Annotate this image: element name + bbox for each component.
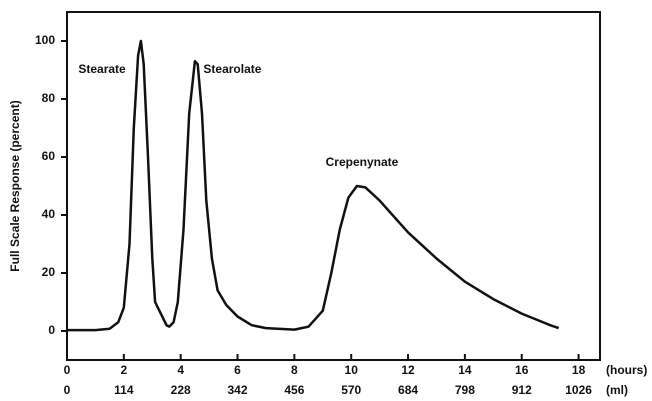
y-tick-label: 100 [35, 33, 55, 47]
y-axis-label: Full Scale Response (percent) [8, 100, 22, 271]
x-tick-label: 16 [515, 363, 529, 377]
annotation: Stearate [78, 62, 126, 76]
annotation: Crepenynate [326, 155, 399, 169]
y-tick-label: 60 [42, 149, 56, 163]
x-tick-label: 18 [572, 363, 586, 377]
x-tick-label: 6 [234, 363, 241, 377]
y-tick-label: 20 [42, 265, 56, 279]
x2-tick-label: 228 [171, 383, 191, 397]
x2-tick-label: 798 [455, 383, 475, 397]
x-tick-label: 0 [64, 363, 71, 377]
x-tick-label: 4 [177, 363, 184, 377]
x-axis-label: (hours) [606, 363, 647, 377]
x-tick-label: 2 [120, 363, 127, 377]
x-tick-label: 8 [291, 363, 298, 377]
x2-tick-label: 342 [228, 383, 248, 397]
x2-tick-label: 570 [341, 383, 361, 397]
y-tick-label: 80 [42, 91, 56, 105]
x2-tick-label: 912 [512, 383, 532, 397]
x2-tick-label: 114 [114, 383, 134, 397]
x2-tick-label: 456 [284, 383, 304, 397]
x-tick-label: 12 [401, 363, 415, 377]
data-line [67, 39, 560, 332]
x-tick-label: 14 [458, 363, 472, 377]
y-tick-label: 0 [48, 323, 55, 337]
x2-tick-label: 0 [64, 383, 71, 397]
x2-tick-label: 684 [398, 383, 418, 397]
x2-tick-label: 1026 [565, 383, 592, 397]
annotation: Stearolate [203, 62, 261, 76]
x2-axis-label: (ml) [606, 383, 628, 397]
y-tick-label: 40 [42, 207, 56, 221]
plot-frame [66, 11, 601, 361]
x-tick-label: 10 [345, 363, 359, 377]
